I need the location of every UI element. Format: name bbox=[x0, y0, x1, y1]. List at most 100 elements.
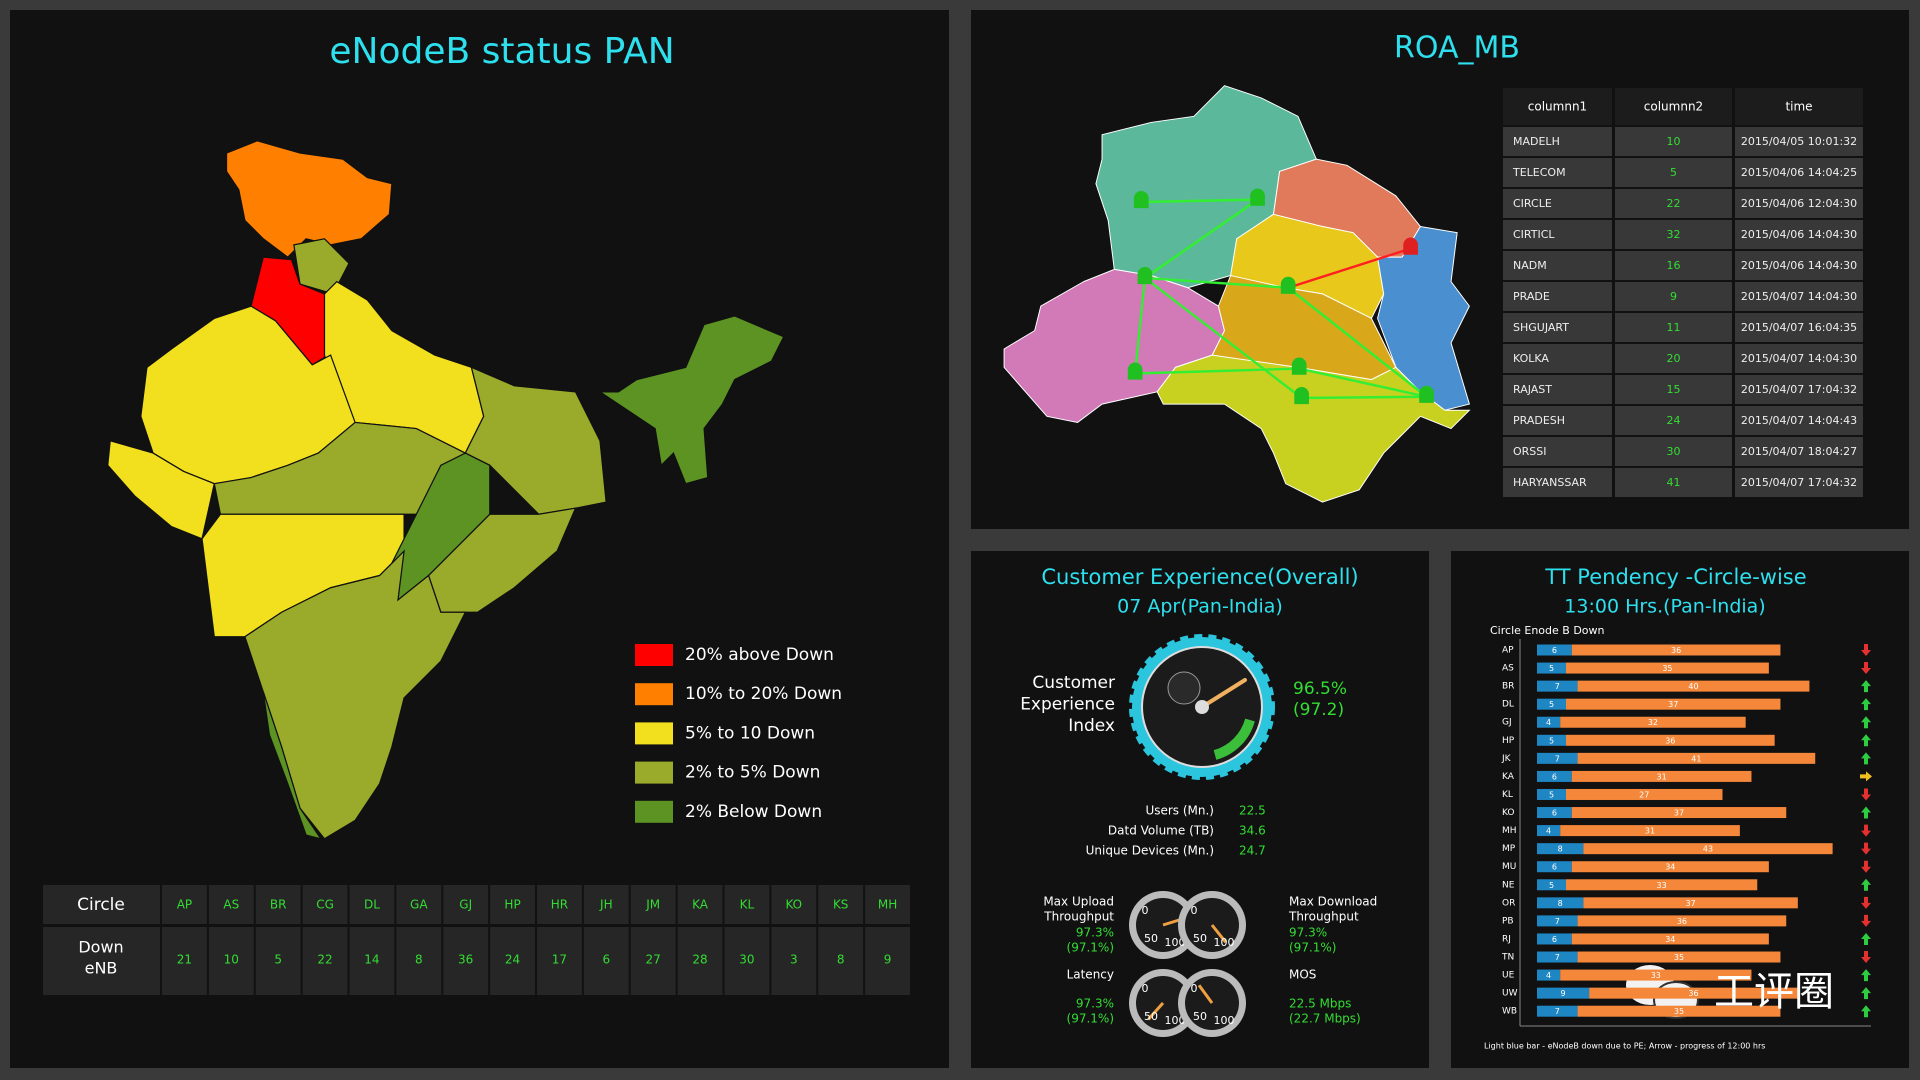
bar-value-label: 9 bbox=[1561, 989, 1566, 998]
bar-value-label: 43 bbox=[1703, 845, 1713, 854]
trend-arrow bbox=[1860, 771, 1872, 782]
table-cell-text: 15 bbox=[1667, 383, 1681, 396]
table-cell-text: RAJAST bbox=[1513, 383, 1552, 396]
bar-value-label: 5 bbox=[1549, 736, 1554, 745]
trend-arrow bbox=[1861, 752, 1871, 765]
y-tick-label: HP bbox=[1502, 736, 1515, 746]
table-cell bbox=[396, 885, 442, 924]
trend-arrow bbox=[1861, 932, 1871, 945]
panel-subtitle: 07 Apr(Pan-India) bbox=[1117, 596, 1283, 618]
bar bbox=[1565, 662, 1769, 674]
dial-tick-label: 50 bbox=[1144, 1010, 1158, 1023]
table-cell-text: 2015/04/07 14:04:30 bbox=[1741, 290, 1857, 303]
table-cell-text: 20 bbox=[1667, 352, 1681, 365]
stat-label: Unique Devices (Mn.) bbox=[1086, 844, 1214, 858]
kpi-value: 97.3% bbox=[1076, 997, 1114, 1011]
bar bbox=[1565, 698, 1781, 710]
table-cell-text: 5 bbox=[274, 953, 282, 967]
bar-value-label: 37 bbox=[1674, 809, 1684, 818]
table-cell bbox=[208, 885, 254, 924]
pins bbox=[1127, 188, 1434, 405]
kpi-dials: 0 50 100 0 50 100 0 50 100 0 50 100 bbox=[1129, 891, 1246, 1037]
region bbox=[1156, 354, 1471, 503]
y-tick-label: AP bbox=[1502, 646, 1514, 656]
table-cell bbox=[1615, 127, 1732, 156]
link bbox=[1144, 198, 1259, 279]
y-tick-label: OR bbox=[1502, 898, 1515, 908]
bar-value-label: 33 bbox=[1651, 971, 1661, 980]
bar bbox=[1589, 987, 1798, 999]
table-cell bbox=[43, 927, 160, 995]
table-cell-text: KL bbox=[740, 898, 755, 912]
panel-title: Customer Experience(Overall) bbox=[1041, 565, 1358, 589]
table-cell-text: KS bbox=[833, 898, 849, 912]
bar-value-label: 35 bbox=[1674, 1007, 1684, 1016]
table-cell-text: BR bbox=[270, 898, 287, 912]
bar-value-label: 8 bbox=[1558, 845, 1563, 854]
table-cell bbox=[1735, 189, 1863, 218]
table-cell bbox=[1503, 189, 1612, 218]
dial-tick-label: 0 bbox=[1142, 982, 1149, 995]
bar-value-label: 36 bbox=[1671, 646, 1681, 655]
table-cell bbox=[537, 927, 582, 995]
table-row-label: Down bbox=[78, 938, 123, 957]
trend-arrow bbox=[1861, 914, 1871, 927]
y-tick-label: WB bbox=[1502, 1007, 1517, 1017]
region bbox=[427, 507, 577, 613]
bar bbox=[1565, 879, 1758, 891]
table-header-cell bbox=[1735, 88, 1863, 125]
bar-value-label: 6 bbox=[1552, 809, 1557, 818]
bar bbox=[1577, 915, 1787, 927]
dial-tick-label: 100 bbox=[1165, 1014, 1186, 1027]
bar bbox=[1537, 788, 1566, 800]
bar bbox=[1537, 987, 1590, 999]
bar-value-label: 37 bbox=[1668, 700, 1678, 709]
table-cell bbox=[865, 927, 910, 995]
panel-title: ROA_MB bbox=[1394, 31, 1520, 66]
region bbox=[1376, 225, 1471, 411]
bar-value-label: 7 bbox=[1555, 754, 1560, 763]
table-cell bbox=[677, 885, 723, 924]
bar bbox=[1577, 951, 1781, 963]
table-cell-text: 9 bbox=[1670, 290, 1677, 303]
table-cell bbox=[349, 927, 395, 995]
table-cell-text: 2015/04/07 17:04:32 bbox=[1741, 383, 1857, 396]
table-cell bbox=[1503, 468, 1612, 497]
kpi-prev: (97.1%) bbox=[1067, 1012, 1114, 1026]
trend-arrow bbox=[1861, 788, 1871, 801]
trend-arrow bbox=[1861, 824, 1871, 837]
index-label: Experience bbox=[1020, 695, 1115, 715]
y-tick-label: UE bbox=[1502, 971, 1515, 981]
trend-arrow bbox=[1861, 842, 1871, 855]
table-cell-text: 21 bbox=[177, 953, 192, 967]
table-header: columnn2 bbox=[1644, 100, 1703, 114]
stat-value: 24.7 bbox=[1239, 844, 1266, 858]
gauge-hub bbox=[1195, 700, 1209, 714]
bar-value-label: 6 bbox=[1552, 935, 1557, 944]
trend-arrow bbox=[1861, 734, 1871, 747]
table-cell-text: NADM bbox=[1513, 259, 1547, 272]
pin bbox=[1250, 188, 1265, 206]
trend-arrow bbox=[1861, 806, 1871, 819]
table-cell-text: AP bbox=[177, 898, 192, 912]
table-cell-text: KA bbox=[692, 898, 709, 912]
bar bbox=[1537, 734, 1566, 746]
kpi-label: MOS bbox=[1289, 968, 1316, 982]
bar bbox=[1560, 825, 1740, 837]
table-cell bbox=[162, 885, 207, 924]
legend-label: 10% to 20% Down bbox=[685, 684, 842, 704]
bar bbox=[1537, 897, 1584, 909]
table-cell bbox=[1503, 127, 1612, 156]
y-tick-label: MP bbox=[1502, 844, 1516, 854]
table-cell bbox=[771, 927, 817, 995]
bar-value-label: 8 bbox=[1558, 899, 1563, 908]
table-cell-text: 2015/04/06 14:04:30 bbox=[1741, 228, 1857, 241]
table-cell bbox=[302, 927, 348, 995]
y-tick-label: PB bbox=[1502, 916, 1514, 926]
bar-value-label: 31 bbox=[1657, 772, 1667, 781]
trend-arrow bbox=[1861, 987, 1871, 1000]
table-cell-text: 6 bbox=[602, 953, 610, 967]
kpi-value: 22.5 Mbps bbox=[1289, 997, 1351, 1011]
table-cell-text: KO bbox=[785, 898, 802, 912]
table-cell bbox=[1503, 344, 1612, 373]
